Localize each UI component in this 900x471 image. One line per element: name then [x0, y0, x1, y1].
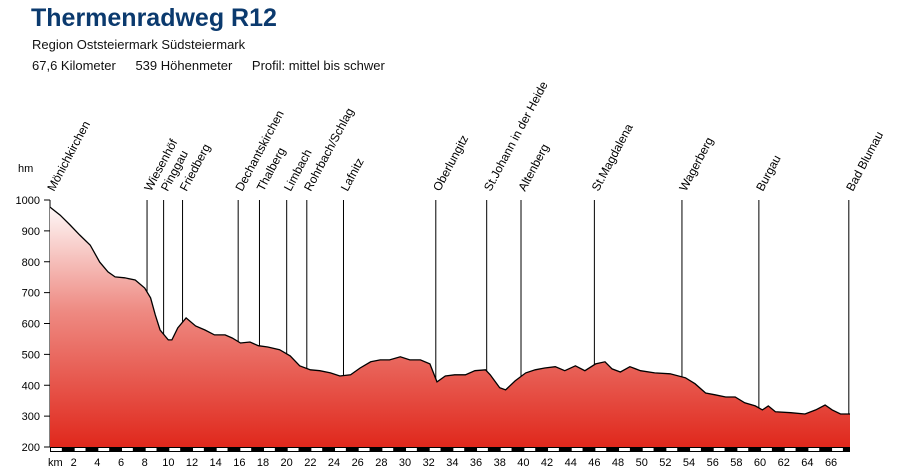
- km-scale-segment: [240, 448, 252, 451]
- station-label: Altenberg: [515, 141, 551, 193]
- x-tick-label: 28: [375, 457, 387, 469]
- x-axis-label: km: [48, 457, 63, 469]
- x-tick-label: 22: [304, 457, 316, 469]
- profile-text: Profil: mittel bis schwer: [251, 58, 385, 73]
- km-scale-segment: [74, 448, 86, 451]
- km-scale-segment: [500, 448, 512, 451]
- y-tick-label: 500: [22, 349, 40, 361]
- km-scale-segment: [713, 448, 725, 451]
- elevation-area: [50, 207, 850, 447]
- km-scale-segment: [358, 448, 370, 451]
- km-scale-segment: [311, 448, 323, 451]
- x-tick-label: 2: [71, 457, 77, 469]
- km-scale-segment: [761, 448, 772, 451]
- x-tick-label: 46: [588, 457, 600, 469]
- km-scale-segment: [169, 448, 181, 451]
- x-tick-label: 34: [446, 457, 458, 469]
- station-label: St.Johann in der Heide: [481, 79, 551, 194]
- km-scale-segment: [571, 448, 583, 451]
- km-scale-segment: [264, 448, 275, 451]
- km-scale-segment: [477, 448, 488, 451]
- km-scale-segment: [382, 448, 394, 451]
- km-scale-segment: [808, 448, 820, 451]
- station-label: Bad Blumau: [843, 129, 886, 193]
- station-label: Oberlungitz: [430, 133, 471, 194]
- x-tick-label: 24: [328, 457, 340, 469]
- y-axis-label: hm: [18, 163, 33, 175]
- x-tick-label: 60: [754, 457, 766, 469]
- x-tick-label: 32: [423, 457, 435, 469]
- y-tick-label: 400: [22, 380, 40, 392]
- x-tick-label: 20: [281, 457, 293, 469]
- km-scale-segment: [642, 448, 654, 451]
- station-label: Wagerberg: [676, 135, 716, 194]
- y-tick-label: 600: [22, 319, 40, 331]
- x-tick-label: 16: [233, 457, 245, 469]
- km-scale-segment: [335, 448, 346, 451]
- x-tick-label: 62: [778, 457, 790, 469]
- ascent-text: 539 Höhenmeter: [135, 58, 233, 73]
- km-scale-segment: [216, 448, 228, 451]
- x-tick-label: 44: [565, 457, 577, 469]
- x-tick-label: 26: [352, 457, 364, 469]
- x-tick-label: 50: [636, 457, 648, 469]
- y-tick-label: 1000: [16, 195, 40, 207]
- km-scale-segment: [832, 448, 843, 451]
- x-tick-label: 18: [257, 457, 269, 469]
- km-scale-segment: [122, 448, 133, 451]
- km-scale-segment: [619, 448, 630, 451]
- y-tick-label: 900: [22, 226, 40, 238]
- station-label: Lafnitz: [338, 156, 367, 194]
- x-tick-label: 54: [683, 457, 695, 469]
- x-tick-label: 36: [470, 457, 482, 469]
- x-tick-label: 6: [118, 457, 124, 469]
- km-scale-segment: [690, 448, 701, 451]
- x-tick-label: 38: [494, 457, 506, 469]
- x-tick-label: 12: [186, 457, 198, 469]
- km-scale-segment: [453, 448, 465, 451]
- km-scale-segment: [548, 448, 559, 451]
- km-scale-segment: [595, 448, 607, 451]
- x-tick-label: 64: [801, 457, 813, 469]
- route-stats: 67,6 Kilometer 539 Höhenmeter Profil: mi…: [32, 58, 401, 73]
- km-scale-segment: [98, 448, 110, 451]
- km-scale-segment: [51, 448, 62, 451]
- km-scale-segment: [406, 448, 417, 451]
- distance-text: 67,6 Kilometer: [32, 58, 116, 73]
- km-scale-segment: [737, 448, 749, 451]
- x-tick-label: 56: [707, 457, 719, 469]
- km-scale-segment: [193, 448, 204, 451]
- x-tick-label: 40: [517, 457, 529, 469]
- station-label: Mönichkirchen: [44, 119, 93, 194]
- km-scale-bar: [50, 447, 850, 452]
- elevation-line: [49, 206, 850, 415]
- x-tick-label: 8: [142, 457, 148, 469]
- km-scale-segment: [666, 448, 678, 451]
- page-title: Thermenradweg R12: [31, 4, 277, 32]
- km-scale-segment: [784, 448, 796, 451]
- km-scale-segment: [145, 448, 157, 451]
- x-tick-label: 66: [825, 457, 837, 469]
- x-tick-label: 10: [162, 457, 174, 469]
- x-tick-label: 4: [94, 457, 100, 469]
- x-tick-label: 48: [612, 457, 624, 469]
- x-tick-label: 58: [730, 457, 742, 469]
- km-scale-segment: [524, 448, 536, 451]
- y-tick-label: 800: [22, 257, 40, 269]
- km-scale-segment: [429, 448, 441, 451]
- y-tick-label: 300: [22, 411, 40, 423]
- y-tick-label: 700: [22, 288, 40, 300]
- x-tick-label: 42: [541, 457, 553, 469]
- station-label: St.Magdalena: [589, 121, 636, 193]
- region-text: Region Oststeiermark Südsteiermark: [32, 37, 246, 52]
- station-label: Burgau: [753, 153, 784, 194]
- y-tick-label: 200: [22, 442, 40, 454]
- x-tick-label: 52: [659, 457, 671, 469]
- km-scale-segment: [287, 448, 299, 451]
- x-tick-label: 30: [399, 457, 411, 469]
- x-tick-label: 14: [210, 457, 222, 469]
